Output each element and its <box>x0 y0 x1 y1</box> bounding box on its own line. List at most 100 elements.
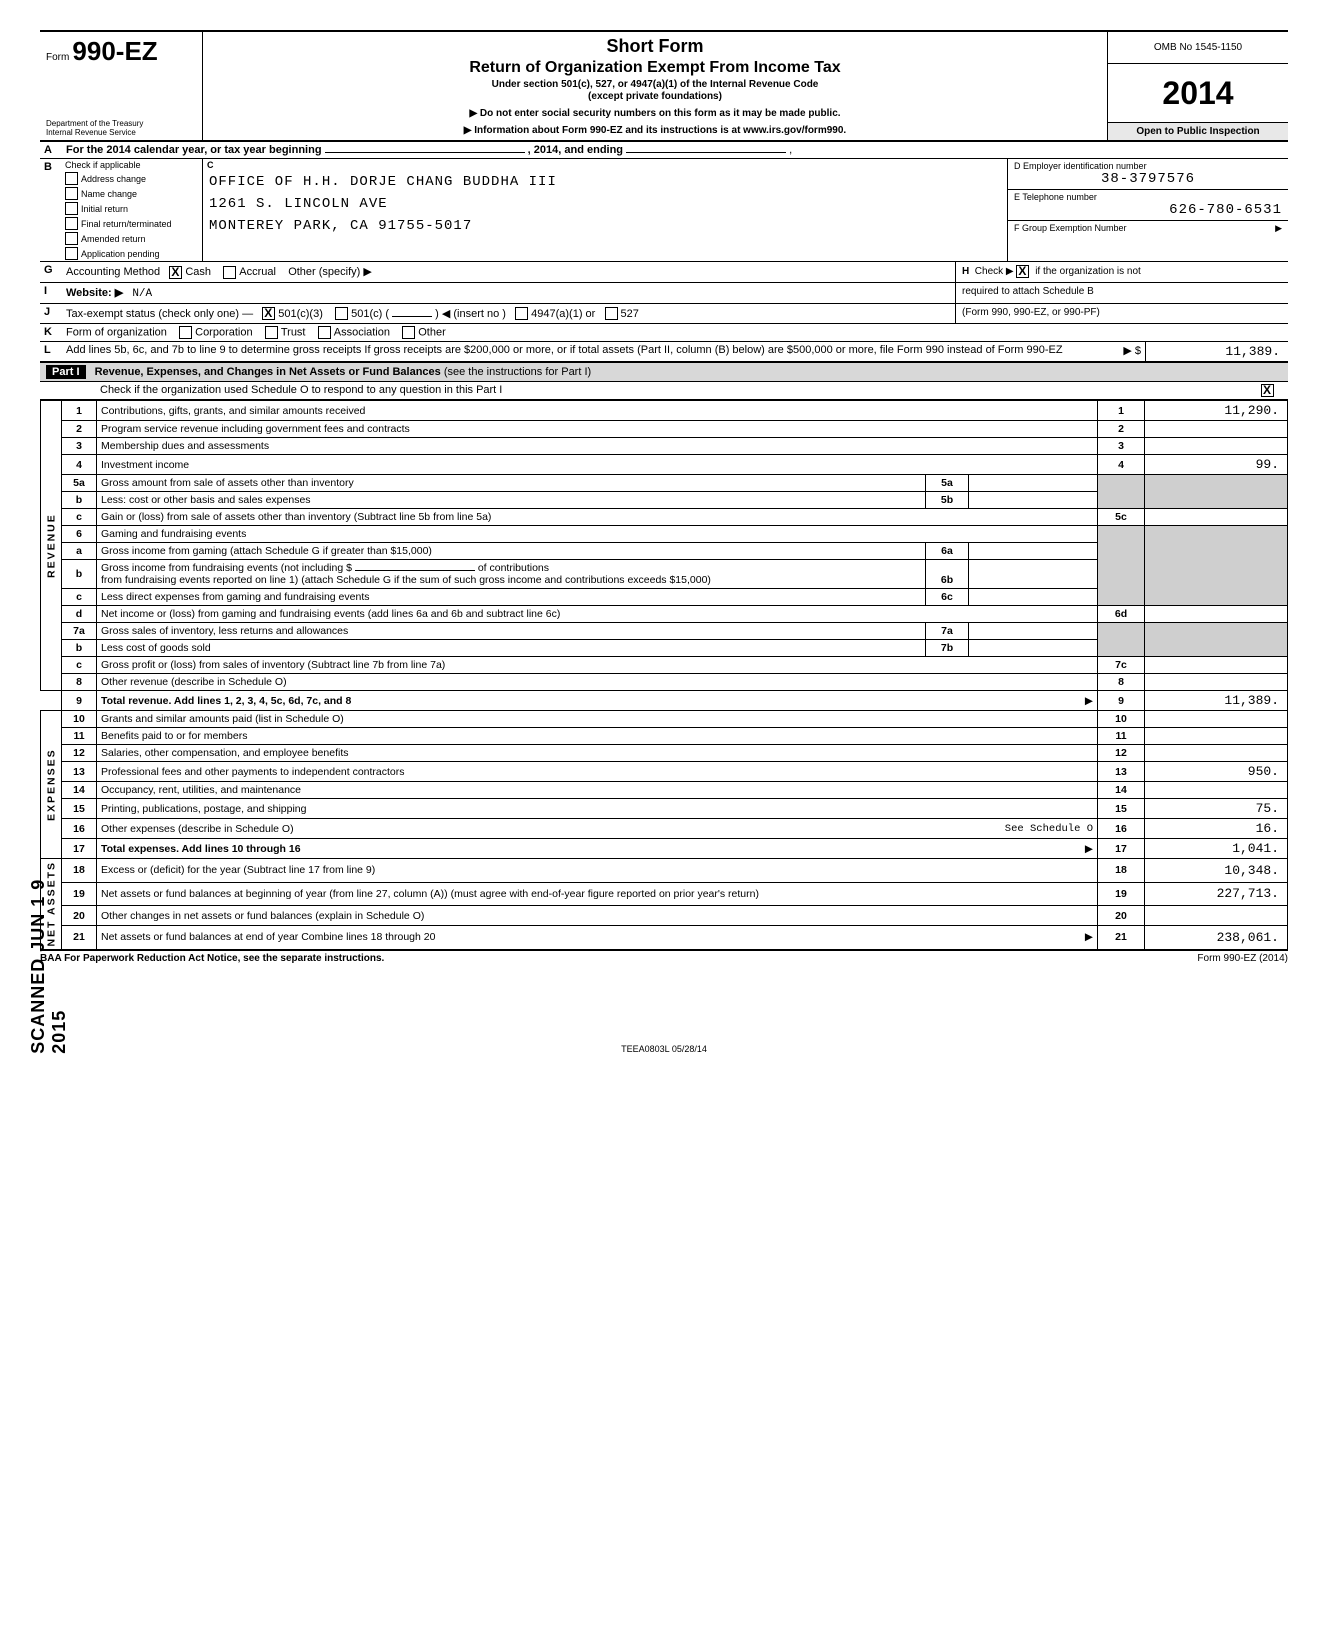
opt-name-change: Name change <box>81 189 137 199</box>
l5b-midamt <box>969 492 1098 509</box>
l17-num: 17 <box>1098 839 1145 859</box>
chk-final-return[interactable] <box>65 217 78 230</box>
l1-no: 1 <box>62 401 97 421</box>
line-g-label: Accounting Method <box>66 266 160 278</box>
chk-trust[interactable] <box>265 326 278 339</box>
line-e-label: E Telephone number <box>1014 192 1282 202</box>
form-number: 990-EZ <box>72 52 157 63</box>
opt-other-specify: Other (specify) ▶ <box>288 266 372 278</box>
chk-501c3[interactable] <box>262 307 275 320</box>
l6b-mid: 6b <box>926 560 969 589</box>
l13-no: 13 <box>62 762 97 782</box>
l15-no: 15 <box>62 799 97 819</box>
l7a-desc: Gross sales of inventory, less returns a… <box>97 623 926 640</box>
l1-amt: 11,290. <box>1145 401 1288 421</box>
letter-b: B <box>40 159 62 261</box>
l6a-desc: Gross income from gaming (attach Schedul… <box>97 543 926 560</box>
letter-c: C <box>203 159 1007 171</box>
title-short-form: Short Form <box>213 36 1097 57</box>
website-value: N/A <box>132 288 152 300</box>
chk-527[interactable] <box>605 307 618 320</box>
l10-no: 10 <box>62 711 97 728</box>
chk-schedule-o-part1[interactable] <box>1261 384 1274 397</box>
l12-desc: Salaries, other compensation, and employ… <box>97 745 1098 762</box>
line-h-l3: required to attach Schedule B <box>955 283 1288 303</box>
letter-h: H <box>962 266 969 277</box>
l6a-midamt <box>969 543 1098 560</box>
l4-no: 4 <box>62 455 97 475</box>
l5a-no: 5a <box>62 475 97 492</box>
chk-other-org[interactable] <box>402 326 415 339</box>
chk-501c[interactable] <box>335 307 348 320</box>
chk-4947[interactable] <box>515 307 528 320</box>
opt-corporation: Corporation <box>195 327 252 339</box>
opt-application-pending: Application pending <box>81 249 160 259</box>
open-inspection: Open to Public Inspection <box>1108 122 1288 140</box>
l6a-no: a <box>62 543 97 560</box>
l19-amt: 227,713. <box>1145 882 1288 906</box>
l11-desc: Benefits paid to or for members <box>97 728 1098 745</box>
chk-corporation[interactable] <box>179 326 192 339</box>
l7c-num: 7c <box>1098 657 1145 674</box>
l3-desc: Membership dues and assessments <box>97 438 1098 455</box>
l8-no: 8 <box>62 674 97 691</box>
l17-amt: 1,041. <box>1145 839 1288 859</box>
opt-4947: 4947(a)(1) or <box>531 308 595 320</box>
l6c-no: c <box>62 589 97 606</box>
l7a-midamt <box>969 623 1098 640</box>
chk-amended-return[interactable] <box>65 232 78 245</box>
l18-amt: 10,348. <box>1145 859 1288 883</box>
l15-num: 15 <box>1098 799 1145 819</box>
baa-notice: BAA For Paperwork Reduction Act Notice, … <box>40 953 384 964</box>
l5a-desc: Gross amount from sale of assets other t… <box>97 475 926 492</box>
l13-desc: Professional fees and other payments to … <box>97 762 1098 782</box>
l20-desc: Other changes in net assets or fund bala… <box>97 906 1098 926</box>
chk-association[interactable] <box>318 326 331 339</box>
l6b-midamt <box>969 560 1098 589</box>
line-j-label: Tax-exempt status (check only one) — <box>66 308 253 320</box>
line-d-label: D Employer identification number <box>1014 161 1282 171</box>
org-city: MONTEREY PARK, CA 91755-5017 <box>203 215 1007 237</box>
org-addr: 1261 S. LINCOLN AVE <box>203 193 1007 215</box>
line-a-end: , <box>789 144 792 156</box>
chk-initial-return[interactable] <box>65 202 78 215</box>
l7a-no: 7a <box>62 623 97 640</box>
opt-amended-return: Amended return <box>81 234 146 244</box>
chk-address-change[interactable] <box>65 172 78 185</box>
l9-amt: 11,389. <box>1145 691 1288 711</box>
chk-name-change[interactable] <box>65 187 78 200</box>
l5c-no: c <box>62 509 97 526</box>
part1-check-note: Check if the organization used Schedule … <box>40 382 1250 399</box>
chk-accrual[interactable] <box>223 266 236 279</box>
l8-desc: Other revenue (describe in Schedule O) <box>97 674 1098 691</box>
l7a-mid: 7a <box>926 623 969 640</box>
l6c-mid: 6c <box>926 589 969 606</box>
line-l-arrow: ▶ $ <box>1107 342 1146 361</box>
l7b-desc: Less cost of goods sold <box>97 640 926 657</box>
opt-501c-tail: ) ◀ (insert no ) <box>435 308 506 320</box>
l6c-midamt <box>969 589 1098 606</box>
l5c-num: 5c <box>1098 509 1145 526</box>
phone-value: 626-780-6531 <box>1014 202 1282 218</box>
letter-k: K <box>40 324 62 341</box>
l1-num: 1 <box>1098 401 1145 421</box>
letter-j: J <box>40 304 62 324</box>
l13-amt: 950. <box>1145 762 1288 782</box>
line-a-label: For the 2014 calendar year, or tax year … <box>66 144 322 156</box>
chk-application-pending[interactable] <box>65 247 78 260</box>
l8-amt <box>1145 674 1288 691</box>
l6b-desc: Gross income from fundraising events (no… <box>101 562 352 574</box>
chk-cash[interactable] <box>169 266 182 279</box>
letter-l: L <box>40 342 62 361</box>
opt-association: Association <box>334 327 390 339</box>
l3-amt <box>1145 438 1288 455</box>
dept-irs: Internal Revenue Service <box>46 129 196 138</box>
chk-not-required-b[interactable] <box>1016 265 1029 278</box>
note-ssn: ▶ Do not enter social security numbers o… <box>213 108 1097 119</box>
l12-amt <box>1145 745 1288 762</box>
l15-desc: Printing, publications, postage, and shi… <box>97 799 1098 819</box>
l7c-amt <box>1145 657 1288 674</box>
title-return: Return of Organization Exempt From Incom… <box>213 59 1097 77</box>
l6b-no: b <box>62 560 97 589</box>
l2-num: 2 <box>1098 421 1145 438</box>
